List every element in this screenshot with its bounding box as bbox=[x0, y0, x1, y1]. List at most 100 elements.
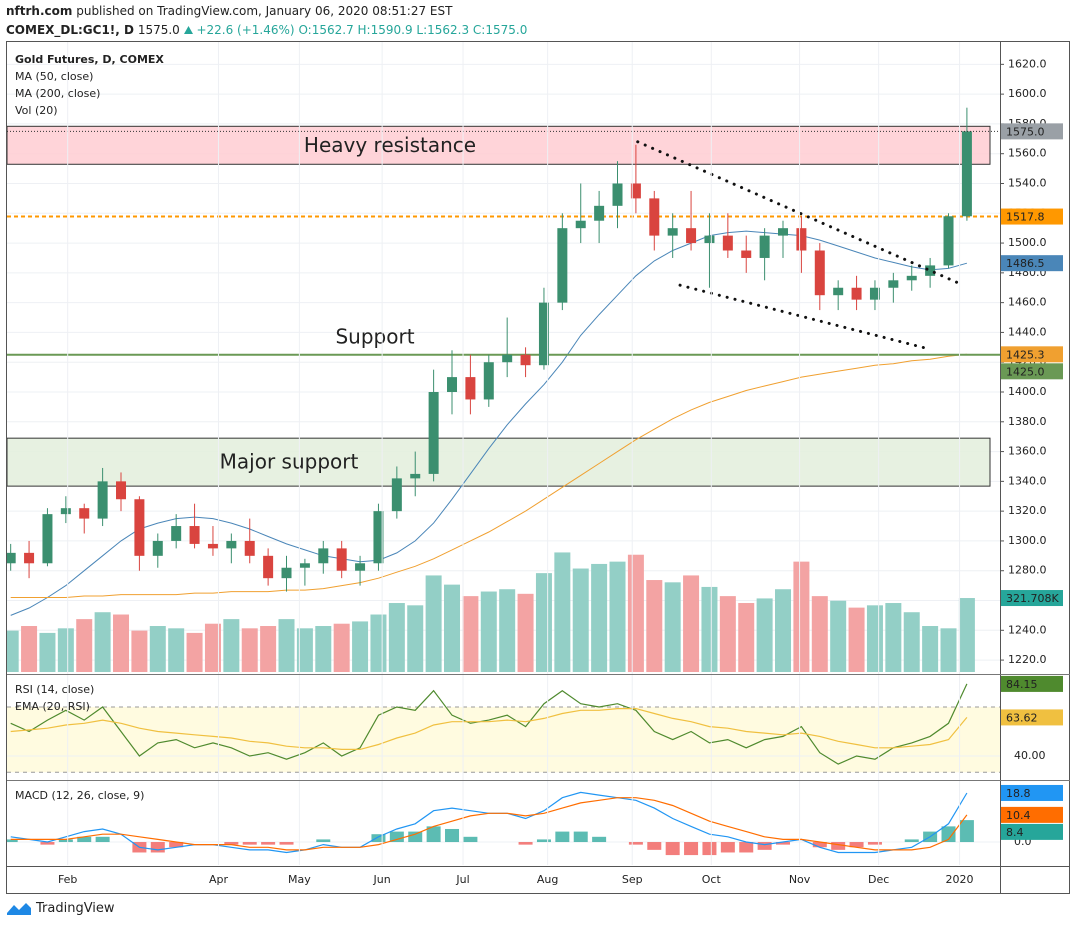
histogram-bar bbox=[702, 842, 717, 856]
histogram-bar bbox=[867, 842, 882, 845]
histogram-bar bbox=[445, 828, 460, 843]
symbol: COMEX_DL:GC1!, D bbox=[6, 23, 134, 37]
candle-body bbox=[925, 265, 936, 276]
histogram-bar bbox=[665, 842, 680, 856]
histogram-bar bbox=[849, 842, 864, 848]
plot-layer: Heavy resistance Major support Support 1220… bbox=[7, 42, 1063, 886]
histogram-bar bbox=[536, 839, 551, 843]
volume-bar bbox=[866, 605, 883, 672]
price-tag: 1486.5 bbox=[1006, 257, 1045, 270]
indicator-line bbox=[10, 683, 968, 765]
candle-body bbox=[391, 478, 402, 512]
volume-bar bbox=[407, 605, 424, 672]
candle-body bbox=[60, 508, 71, 515]
brand-logo bbox=[7, 903, 31, 915]
x-tick-label: Dec bbox=[868, 873, 889, 886]
volume-bar bbox=[811, 596, 828, 672]
volume-bar bbox=[591, 563, 608, 672]
histogram-bar bbox=[812, 842, 827, 848]
price-tag-bg bbox=[1001, 123, 1063, 140]
histogram-bar bbox=[684, 842, 699, 856]
candle-body bbox=[704, 235, 715, 244]
price-tag: 8.4 bbox=[1006, 826, 1024, 839]
price-axis: 1220.01240.01260.01280.01300.01320.01340… bbox=[1000, 57, 1063, 848]
volume-bar bbox=[480, 591, 497, 672]
price-tag-bg bbox=[1001, 675, 1063, 692]
pane bbox=[7, 791, 1000, 856]
candle-body bbox=[116, 481, 127, 500]
histogram-bar bbox=[518, 842, 533, 845]
candle-body bbox=[281, 567, 292, 579]
candle-body bbox=[318, 548, 329, 564]
candle-body bbox=[465, 377, 476, 400]
histogram-bar bbox=[426, 826, 441, 843]
x-tick-label: May bbox=[288, 873, 311, 886]
histogram-bar bbox=[7, 839, 18, 843]
volume-bar bbox=[793, 561, 810, 672]
volume-bar bbox=[664, 582, 681, 672]
volume-bar bbox=[260, 626, 277, 672]
y-tick-label: 1320.0 bbox=[1008, 504, 1047, 517]
candle-body bbox=[152, 540, 163, 556]
x-tick-label: Oct bbox=[702, 873, 722, 886]
price-tag-bg bbox=[1001, 823, 1063, 840]
legend-entry: RSI (14, close) bbox=[15, 683, 94, 696]
author: nftrh.com bbox=[6, 4, 73, 18]
indicator-line bbox=[10, 708, 968, 750]
candle-body bbox=[520, 354, 531, 366]
histogram-bar bbox=[573, 831, 588, 843]
candle-body bbox=[741, 250, 752, 258]
histogram-bar bbox=[242, 842, 257, 845]
y-tick-label: 1500.0 bbox=[1008, 236, 1047, 249]
y-tick-label: 1360.0 bbox=[1008, 445, 1047, 458]
price-tag-bg bbox=[1001, 709, 1063, 726]
histogram-bar bbox=[555, 831, 570, 843]
candle-body bbox=[134, 499, 145, 556]
histogram-bar bbox=[463, 836, 478, 843]
volume-bar bbox=[609, 561, 626, 672]
volume-bar bbox=[775, 589, 792, 672]
candle-body bbox=[410, 473, 421, 479]
candle-body bbox=[538, 302, 549, 366]
candle-body bbox=[97, 481, 108, 519]
y-tick-label: 40.00 bbox=[1014, 749, 1046, 762]
x-tick-label: Nov bbox=[789, 873, 811, 886]
y-tick-label: 1240.0 bbox=[1008, 623, 1047, 636]
histogram-bar bbox=[150, 842, 165, 853]
volume-bar bbox=[958, 598, 975, 672]
candle-body bbox=[79, 508, 90, 519]
zone-label: Heavy resistance bbox=[304, 133, 476, 157]
volume-bar bbox=[39, 632, 56, 672]
volume-bar bbox=[499, 589, 516, 672]
volume-bar bbox=[241, 628, 258, 672]
candle-body bbox=[42, 514, 53, 564]
candle-body bbox=[373, 511, 384, 564]
volume-bar bbox=[333, 623, 350, 672]
candle-body bbox=[943, 216, 954, 266]
legend-entry: Vol (20) bbox=[15, 104, 58, 117]
candle-body bbox=[686, 228, 697, 244]
volume-bar bbox=[76, 619, 93, 672]
histogram-bar bbox=[58, 839, 73, 843]
publish-line: nftrh.com published on TradingView.com, … bbox=[6, 4, 452, 18]
last-price: 1575.0 bbox=[137, 23, 180, 37]
candle-body bbox=[759, 235, 770, 258]
volume-bar bbox=[315, 626, 332, 672]
candle-body bbox=[502, 354, 513, 363]
histogram-bar bbox=[316, 839, 331, 843]
candle-body bbox=[833, 287, 844, 296]
volume-bar bbox=[517, 593, 534, 672]
candle-body bbox=[189, 526, 200, 544]
histogram-bar bbox=[941, 826, 956, 843]
candle-body bbox=[24, 552, 35, 564]
volume-bar bbox=[903, 612, 920, 672]
histogram-bar bbox=[224, 842, 239, 845]
moving-average bbox=[10, 230, 968, 616]
volume-bar bbox=[922, 626, 939, 672]
legend-entry: EMA (20, RSI) bbox=[15, 700, 90, 713]
candle-body bbox=[667, 228, 678, 236]
candle-body bbox=[814, 250, 825, 296]
zone-label: Major support bbox=[220, 450, 359, 474]
candle-body bbox=[612, 183, 623, 206]
candle-body bbox=[961, 131, 972, 217]
